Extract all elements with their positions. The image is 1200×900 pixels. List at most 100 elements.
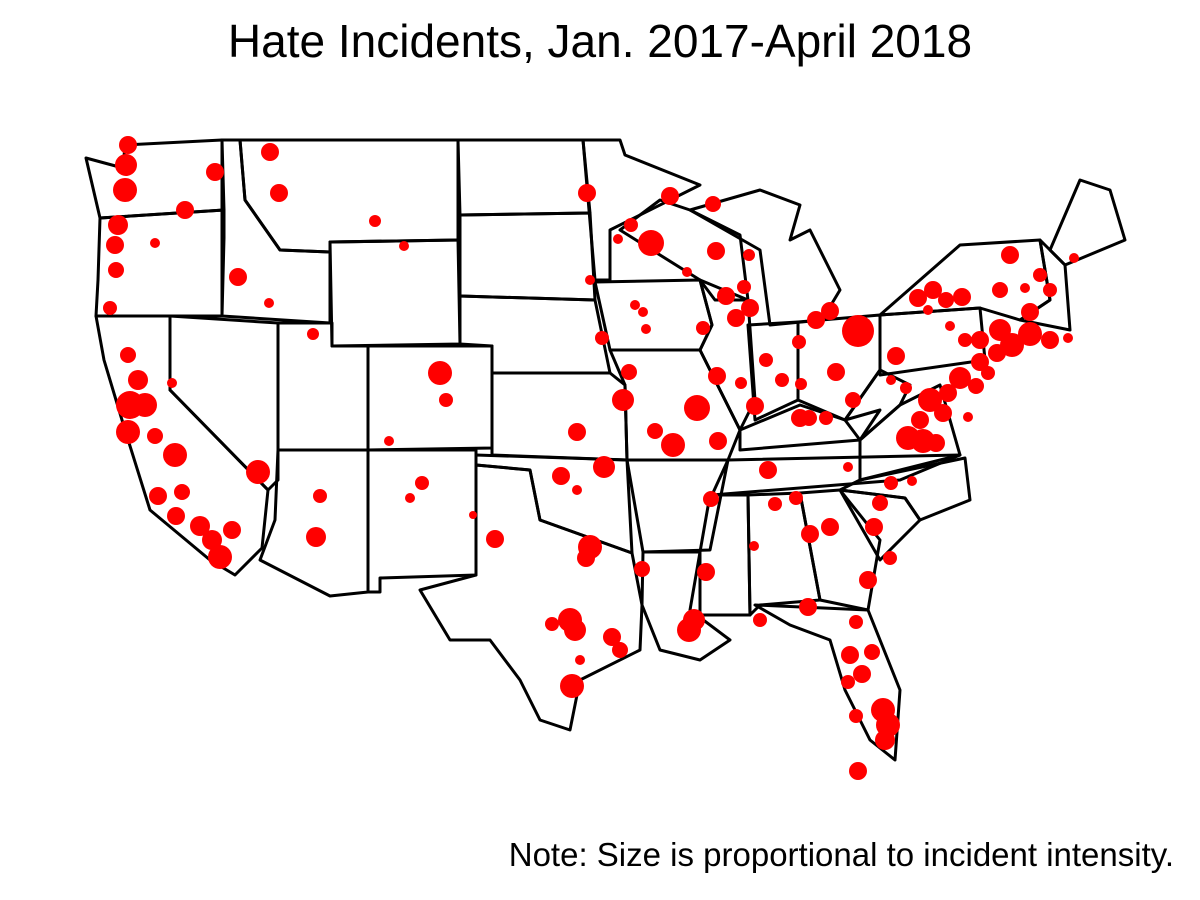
incident-marker bbox=[116, 420, 140, 444]
incident-marker bbox=[923, 305, 933, 315]
size-note: Note: Size is proportional to incident i… bbox=[508, 836, 1174, 873]
incident-marker bbox=[884, 476, 898, 490]
incident-marker bbox=[415, 476, 429, 490]
incident-marker bbox=[560, 674, 584, 698]
incident-marker bbox=[119, 136, 137, 154]
state-new-england bbox=[1018, 238, 1072, 332]
state-iowa bbox=[593, 278, 714, 352]
incident-marker bbox=[603, 628, 621, 646]
incident-marker bbox=[703, 491, 719, 507]
incident-marker bbox=[709, 432, 727, 450]
incident-marker bbox=[399, 241, 409, 251]
incident-marker bbox=[661, 187, 679, 205]
incident-marker bbox=[843, 462, 853, 472]
incident-marker bbox=[981, 366, 995, 380]
incident-marker bbox=[791, 409, 809, 427]
incident-marker bbox=[971, 331, 989, 349]
incident-marker bbox=[641, 324, 651, 334]
incident-marker bbox=[190, 516, 210, 536]
incident-markers bbox=[103, 136, 1079, 780]
incident-marker bbox=[149, 487, 167, 505]
incident-marker bbox=[115, 154, 137, 176]
state-utah bbox=[276, 321, 370, 452]
incident-marker bbox=[585, 275, 595, 285]
incident-marker bbox=[572, 485, 582, 495]
incident-marker bbox=[647, 423, 663, 439]
incident-marker bbox=[927, 434, 945, 452]
state-texas bbox=[418, 463, 644, 732]
incident-marker bbox=[1020, 283, 1030, 293]
state-arizona bbox=[258, 448, 370, 598]
incident-marker bbox=[439, 393, 453, 407]
incident-marker bbox=[621, 364, 637, 380]
incident-marker bbox=[887, 347, 905, 365]
incident-marker bbox=[223, 521, 241, 539]
incident-marker bbox=[163, 443, 187, 467]
incident-marker bbox=[1018, 322, 1042, 346]
incident-marker bbox=[841, 675, 855, 689]
incident-marker bbox=[792, 335, 806, 349]
incident-marker bbox=[849, 615, 863, 629]
incident-marker bbox=[486, 530, 504, 548]
incident-marker bbox=[682, 267, 692, 277]
incident-marker bbox=[717, 287, 735, 305]
incident-marker bbox=[875, 730, 895, 750]
incident-marker bbox=[799, 598, 817, 616]
incident-marker bbox=[1043, 283, 1057, 297]
incident-marker bbox=[106, 236, 124, 254]
state-louisiana bbox=[640, 550, 732, 662]
state-tennessee bbox=[710, 453, 962, 497]
state-georgia bbox=[798, 488, 882, 612]
state-maine bbox=[1048, 178, 1127, 267]
incident-marker bbox=[841, 646, 859, 664]
incident-marker bbox=[768, 497, 782, 511]
state-michigan bbox=[688, 188, 842, 327]
incident-marker bbox=[469, 511, 477, 519]
incident-marker bbox=[167, 378, 177, 388]
incident-marker bbox=[759, 461, 777, 479]
incident-marker bbox=[708, 367, 726, 385]
incident-marker bbox=[661, 433, 685, 457]
incident-marker bbox=[705, 196, 721, 212]
incident-marker bbox=[938, 292, 954, 308]
incident-marker bbox=[1063, 333, 1073, 343]
incident-marker bbox=[849, 762, 867, 780]
incident-marker bbox=[821, 518, 839, 536]
incident-marker bbox=[595, 331, 609, 345]
incident-marker bbox=[696, 321, 710, 335]
incident-marker bbox=[789, 491, 803, 505]
incident-marker bbox=[612, 642, 628, 658]
incident-marker bbox=[746, 397, 764, 415]
incident-marker bbox=[735, 377, 747, 389]
incident-marker bbox=[883, 551, 897, 565]
state-north-dakota bbox=[456, 138, 592, 217]
incident-marker bbox=[853, 665, 871, 683]
incident-marker bbox=[306, 527, 326, 547]
state-nebraska bbox=[458, 294, 612, 375]
incident-marker bbox=[206, 163, 224, 181]
incident-marker bbox=[108, 215, 128, 235]
incident-marker bbox=[968, 378, 984, 394]
incident-marker bbox=[108, 262, 124, 278]
incident-marker bbox=[749, 541, 759, 551]
incident-marker bbox=[945, 321, 955, 331]
state-wyoming bbox=[328, 238, 462, 348]
incident-marker bbox=[261, 143, 279, 161]
incident-marker bbox=[174, 484, 190, 500]
incident-marker bbox=[176, 201, 194, 219]
incident-marker bbox=[859, 571, 877, 589]
state-wisconsin bbox=[618, 198, 750, 302]
incident-marker bbox=[753, 613, 767, 627]
incident-marker bbox=[638, 307, 648, 317]
incident-marker bbox=[120, 347, 136, 363]
incident-marker bbox=[634, 561, 650, 577]
incident-marker bbox=[229, 268, 247, 286]
state-colorado bbox=[366, 344, 494, 452]
incident-marker bbox=[246, 460, 270, 484]
incident-marker bbox=[313, 489, 327, 503]
incident-marker bbox=[821, 302, 839, 320]
incident-marker bbox=[934, 404, 952, 422]
state-kentucky bbox=[738, 403, 882, 452]
incident-marker bbox=[1041, 331, 1059, 349]
